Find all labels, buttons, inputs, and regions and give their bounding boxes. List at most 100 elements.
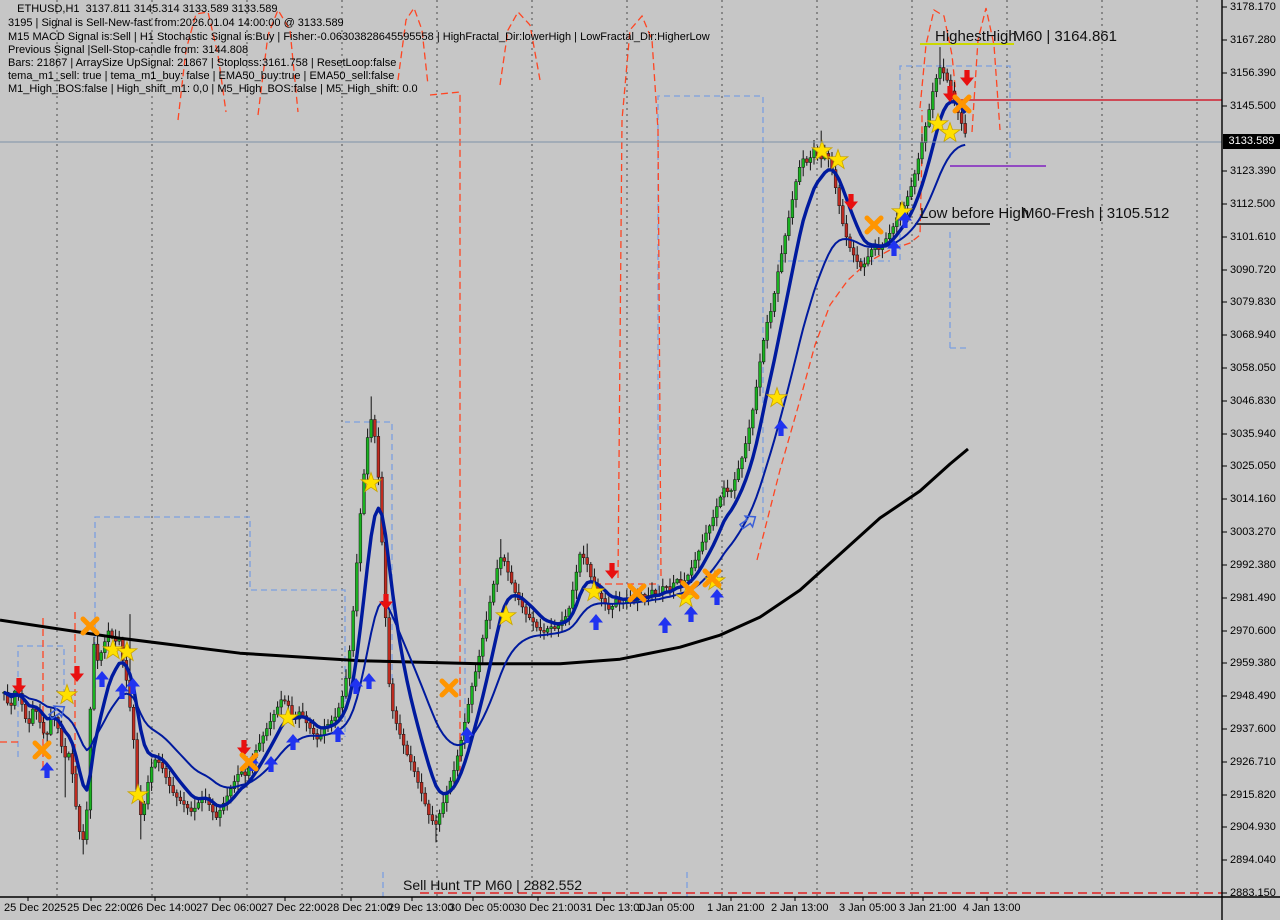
candle-body	[409, 754, 413, 763]
star-signal-marker[interactable]	[115, 640, 139, 662]
cross-signal-marker[interactable]	[952, 94, 972, 114]
buy-arrow-marker[interactable]	[589, 614, 603, 630]
candle-body	[769, 311, 773, 323]
cross-signal-marker[interactable]	[680, 580, 700, 600]
candle-body	[571, 589, 575, 609]
star-signal-marker[interactable]	[938, 121, 962, 143]
candle-body	[495, 568, 499, 585]
star-signal-marker[interactable]	[926, 112, 950, 134]
star-signal-marker[interactable]	[359, 471, 383, 493]
cross-signal-marker[interactable]	[439, 678, 459, 698]
buy-arrow-marker[interactable]	[115, 683, 129, 699]
price-tick-label: 3178.170	[1230, 1, 1276, 13]
candle-body	[585, 557, 589, 565]
sell-arrow-marker[interactable]	[844, 194, 858, 210]
candle-body	[783, 235, 787, 255]
sell-arrow-marker[interactable]	[943, 86, 957, 102]
candle-body	[740, 457, 744, 470]
candle-body	[887, 233, 892, 240]
candle-body	[707, 525, 712, 534]
sell-hunt-tp-label: Sell Hunt TP M60 | 2882.552	[403, 877, 583, 893]
sell-arrow-marker[interactable]	[237, 740, 251, 756]
candle-body	[855, 254, 859, 262]
time-tick-label: 27 Dec 06:00	[196, 902, 262, 914]
star-signal-marker[interactable]	[826, 148, 850, 170]
buy-arrow-marker[interactable]	[286, 734, 300, 750]
candle-body	[711, 517, 715, 527]
buy-arrow-marker[interactable]	[95, 671, 109, 687]
buy-arrow-marker[interactable]	[264, 756, 278, 772]
hollow-arrow-marker[interactable]	[47, 702, 68, 722]
sell-arrow-marker[interactable]	[960, 70, 974, 86]
candle-body	[261, 735, 265, 744]
candle-body	[164, 768, 168, 778]
fractal-channel-red-dashed	[429, 91, 461, 778]
candle-body	[491, 583, 496, 603]
price-tick-label: 3145.500	[1230, 100, 1276, 112]
cross-signal-marker[interactable]	[627, 583, 647, 603]
candle-body	[74, 773, 78, 807]
fractal-channel-red-dashed	[177, 11, 227, 121]
cross-signal-marker[interactable]	[702, 568, 722, 588]
time-tick-label: 31 Dec 13:00	[580, 902, 646, 914]
star-signal-marker[interactable]	[126, 783, 150, 805]
fractal-channel-blue-dashed	[899, 65, 1011, 260]
hollow-arrow-marker[interactable]	[738, 512, 759, 532]
candle-body	[279, 699, 283, 708]
buy-arrow-marker[interactable]	[774, 420, 788, 436]
candle-body	[851, 247, 856, 256]
buy-arrow-marker[interactable]	[887, 240, 901, 256]
buy-arrow-marker[interactable]	[684, 606, 698, 622]
buy-arrow-marker[interactable]	[40, 762, 54, 778]
star-signal-marker[interactable]	[810, 139, 834, 161]
price-tick-label: 2904.930	[1230, 821, 1276, 833]
time-tick-label: 30 Dec 21:00	[514, 902, 580, 914]
buy-arrow-marker[interactable]	[460, 727, 474, 743]
candle-body	[664, 586, 669, 588]
candle-body	[718, 496, 723, 507]
star-signal-marker[interactable]	[55, 683, 79, 705]
previous-signal-line: Previous Signal |Sell-Stop-candle from: …	[8, 44, 249, 56]
candle-body	[891, 226, 895, 234]
fractal-channel-red-dashed	[617, 14, 662, 579]
price-tick-label: 3035.940	[1230, 428, 1276, 440]
candle-body	[157, 759, 161, 763]
buy-arrow-marker[interactable]	[362, 673, 376, 689]
buy-arrow-marker[interactable]	[126, 678, 140, 694]
candle-body	[401, 734, 406, 746]
buy-arrow-marker[interactable]	[658, 617, 672, 633]
candle-body	[459, 740, 463, 757]
cross-signal-marker[interactable]	[32, 740, 52, 760]
price-tick-label: 2948.490	[1230, 690, 1276, 702]
price-tick-label: 2894.040	[1230, 854, 1276, 866]
candle-body	[610, 606, 615, 610]
time-tick-label: 25 Dec 22:00	[67, 902, 133, 914]
sell-arrow-marker[interactable]	[70, 666, 84, 682]
star-signal-marker[interactable]	[765, 386, 789, 408]
candle-body	[725, 487, 730, 492]
price-tick-label: 3014.160	[1230, 493, 1276, 505]
buy-arrow-marker[interactable]	[349, 678, 363, 694]
cross-signal-marker[interactable]	[80, 616, 100, 636]
cross-signal-marker[interactable]	[239, 752, 259, 772]
buy-arrow-marker[interactable]	[710, 589, 724, 605]
candle-body	[214, 811, 219, 818]
candle-body	[704, 532, 708, 543]
star-signal-marker[interactable]	[276, 706, 300, 728]
buy-arrow-marker[interactable]	[331, 726, 345, 742]
candle-body	[358, 513, 363, 564]
star-signal-marker[interactable]	[582, 580, 606, 602]
candle-body	[722, 487, 726, 498]
cross-signal-marker[interactable]	[864, 215, 884, 235]
buy-arrow-marker[interactable]	[898, 212, 912, 228]
sell-arrow-marker[interactable]	[605, 563, 619, 579]
sell-arrow-marker[interactable]	[379, 594, 393, 610]
candle-body	[531, 617, 535, 623]
star-signal-marker[interactable]	[494, 604, 518, 626]
slow-ma-black-line	[0, 447, 969, 666]
price-tick-label: 2981.490	[1230, 592, 1276, 604]
sell-arrow-marker[interactable]	[12, 678, 26, 694]
price-tick-label: 3156.390	[1230, 67, 1276, 79]
star-signal-marker[interactable]	[101, 638, 125, 660]
